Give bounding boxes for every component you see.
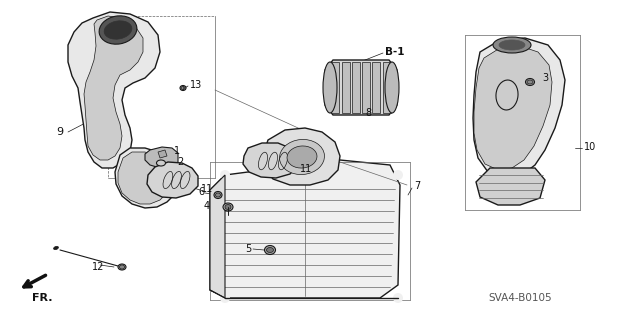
Polygon shape bbox=[115, 148, 178, 208]
Ellipse shape bbox=[220, 170, 230, 180]
Polygon shape bbox=[476, 168, 545, 205]
Text: 13: 13 bbox=[190, 80, 202, 90]
Polygon shape bbox=[332, 62, 339, 113]
Ellipse shape bbox=[54, 246, 58, 250]
Ellipse shape bbox=[157, 160, 166, 166]
Ellipse shape bbox=[499, 40, 525, 50]
Text: 11: 11 bbox=[300, 164, 312, 174]
Ellipse shape bbox=[280, 139, 324, 174]
Polygon shape bbox=[68, 12, 160, 168]
Ellipse shape bbox=[393, 293, 403, 303]
Polygon shape bbox=[84, 16, 143, 160]
Ellipse shape bbox=[214, 191, 222, 198]
Polygon shape bbox=[474, 46, 552, 170]
Ellipse shape bbox=[287, 146, 317, 168]
Ellipse shape bbox=[525, 78, 534, 85]
Text: 9: 9 bbox=[56, 127, 63, 137]
Ellipse shape bbox=[493, 37, 531, 53]
Ellipse shape bbox=[180, 85, 186, 91]
Polygon shape bbox=[342, 62, 349, 113]
Polygon shape bbox=[352, 62, 360, 113]
Text: 3: 3 bbox=[542, 73, 548, 83]
Polygon shape bbox=[158, 150, 167, 158]
Ellipse shape bbox=[496, 80, 518, 110]
Ellipse shape bbox=[266, 248, 273, 253]
Ellipse shape bbox=[264, 246, 275, 255]
Text: FR.: FR. bbox=[32, 293, 52, 303]
Polygon shape bbox=[210, 175, 225, 298]
Text: B-1: B-1 bbox=[385, 47, 404, 57]
Polygon shape bbox=[383, 62, 390, 113]
Polygon shape bbox=[372, 62, 380, 113]
Polygon shape bbox=[210, 160, 400, 298]
Polygon shape bbox=[243, 143, 298, 178]
Polygon shape bbox=[362, 62, 370, 113]
Polygon shape bbox=[145, 147, 178, 168]
Ellipse shape bbox=[99, 16, 137, 44]
Ellipse shape bbox=[225, 204, 231, 210]
Text: 10: 10 bbox=[584, 142, 596, 152]
Ellipse shape bbox=[216, 193, 221, 197]
Text: 4: 4 bbox=[204, 201, 210, 211]
Text: 7: 7 bbox=[414, 181, 420, 191]
Text: 8: 8 bbox=[365, 108, 371, 118]
Text: 12: 12 bbox=[92, 262, 104, 272]
Ellipse shape bbox=[181, 86, 185, 90]
Ellipse shape bbox=[323, 62, 337, 113]
Ellipse shape bbox=[118, 264, 126, 270]
Ellipse shape bbox=[393, 170, 403, 180]
Polygon shape bbox=[325, 60, 397, 115]
Text: SVA4-B0105: SVA4-B0105 bbox=[488, 293, 552, 303]
Polygon shape bbox=[263, 128, 340, 185]
Text: 6: 6 bbox=[198, 187, 204, 197]
Ellipse shape bbox=[104, 21, 132, 39]
Text: 11: 11 bbox=[201, 184, 213, 194]
Ellipse shape bbox=[527, 80, 533, 84]
Polygon shape bbox=[473, 38, 565, 178]
Ellipse shape bbox=[120, 265, 125, 269]
Polygon shape bbox=[147, 162, 198, 198]
Text: 5: 5 bbox=[245, 244, 252, 254]
Ellipse shape bbox=[385, 62, 399, 113]
Text: 1: 1 bbox=[174, 146, 180, 156]
Text: 2: 2 bbox=[177, 157, 183, 167]
Polygon shape bbox=[118, 152, 170, 204]
Ellipse shape bbox=[220, 293, 230, 303]
Ellipse shape bbox=[223, 203, 233, 211]
